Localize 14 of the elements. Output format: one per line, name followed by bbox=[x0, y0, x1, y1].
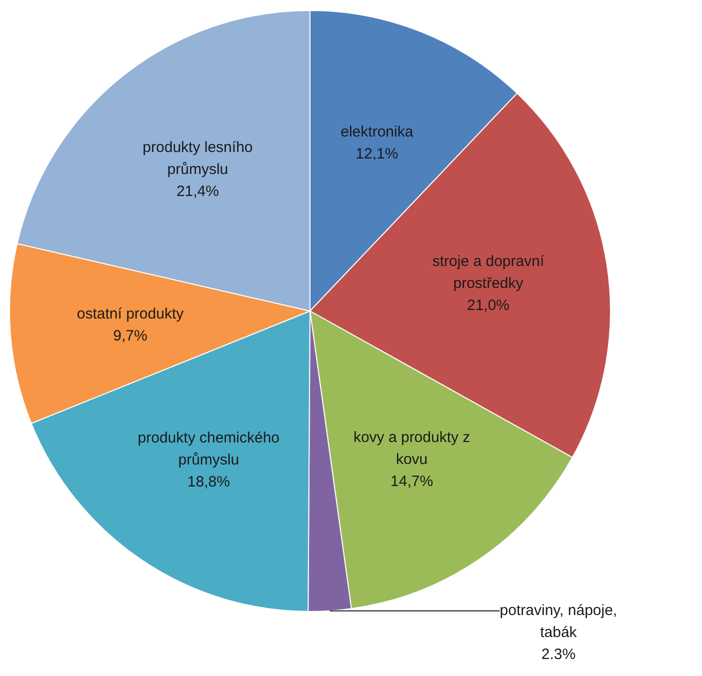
data-label: 18,8% bbox=[187, 473, 230, 490]
data-label: 9,7% bbox=[113, 327, 148, 344]
slice-label: elektronika bbox=[340, 124, 414, 141]
slice-label: produkty chemického průmyslu bbox=[138, 429, 280, 468]
slice-label: kovy a produkty z kovu bbox=[353, 428, 470, 468]
data-label: 21,4% bbox=[176, 183, 219, 200]
slice-label: stroje a dopravní prostředky bbox=[432, 253, 545, 292]
slice-label: potraviny, nápoje, tabák bbox=[500, 602, 618, 641]
data-label: 2.3% bbox=[541, 646, 576, 663]
slice-label: ostatní produkty bbox=[76, 305, 184, 322]
slice-label: produkty lesního průmyslu bbox=[142, 139, 253, 178]
data-label: 21,0% bbox=[466, 297, 510, 314]
data-label: 14,7% bbox=[390, 472, 434, 490]
data-label: 12,1% bbox=[356, 146, 398, 163]
